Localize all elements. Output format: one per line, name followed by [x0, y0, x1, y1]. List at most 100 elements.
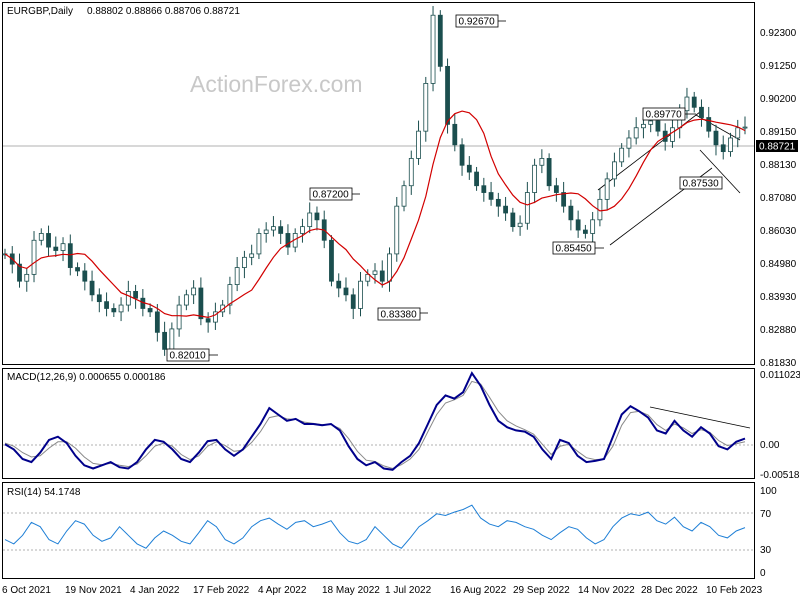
rsi-y-tick: 70 [760, 509, 772, 520]
annotation-label: 0.89770 [646, 110, 683, 121]
macd-signal-line [4, 380, 746, 470]
candle-body [706, 117, 712, 132]
candle-body [96, 294, 102, 303]
annotation-0.87200: 0.87200 [309, 187, 360, 201]
x-tick: 19 Nov 2021 [65, 585, 122, 596]
x-tick: 14 Nov 2022 [578, 585, 635, 596]
annotation-label: 0.87530 [683, 179, 720, 190]
price-y-tick: 0.86030 [760, 226, 797, 237]
candle-body [582, 229, 588, 234]
candle-body [474, 171, 479, 187]
price-panel-header-symbol: EURGBP,Daily [7, 6, 73, 17]
candle-body [205, 318, 211, 323]
candle-body [234, 267, 240, 285]
candle-body [481, 185, 487, 193]
candle-body [379, 270, 385, 282]
candle-body [75, 267, 80, 272]
annotation-0.85450: 0.85450 [552, 241, 604, 255]
candle-body [314, 212, 320, 221]
rsi-line [4, 504, 746, 549]
candle-body [648, 120, 654, 125]
rsi-panel-frame [2, 482, 755, 579]
candle-body [691, 96, 697, 108]
macd-y-tick: 0.00 [760, 440, 780, 451]
candle-body [17, 263, 22, 282]
candle-body [191, 287, 197, 296]
candle-body [670, 127, 675, 142]
candle-body [118, 304, 124, 313]
annotation-0.82010: 0.82010 [166, 348, 218, 362]
candle-body [532, 164, 538, 193]
x-tick: 10 Feb 2023 [706, 585, 763, 596]
candle-body [111, 308, 117, 313]
watermark: ActionForex.com [190, 71, 363, 97]
candle-body [82, 270, 88, 282]
candle-body [423, 83, 429, 132]
price-y-axis: 0.92300 0.91250 0.90200 0.89150 0.88130 … [760, 28, 797, 369]
macd-y-tick: -0.005182 [760, 470, 800, 481]
candle-body [263, 229, 269, 234]
candle-body [437, 14, 443, 67]
candle-body [162, 331, 168, 350]
candle-body [488, 192, 494, 200]
candle-body [154, 311, 160, 333]
candle-body [89, 280, 95, 296]
candle-body [38, 233, 44, 241]
annotation-0.87530: 0.87530 [679, 176, 723, 190]
candle-body [699, 106, 704, 118]
candle-body [176, 304, 182, 330]
candle-body [735, 127, 741, 139]
candle-body [24, 273, 30, 282]
x-tick: 28 Dec 2022 [641, 585, 698, 596]
candle-body [416, 130, 421, 159]
candle-body [728, 137, 733, 153]
rsi-y-tick: 100 [760, 486, 777, 497]
price-annotations: 0.92670 0.87200 0.82010 0.83380 0.85450 … [166, 14, 723, 362]
price-y-tick: 0.81830 [760, 358, 797, 369]
price-panel-frame [2, 2, 755, 365]
macd-panel-title: MACD(12,26,9) 0.000655 0.000186 [7, 372, 166, 383]
candle-body [626, 137, 632, 149]
candle-body [147, 308, 153, 313]
rsi-y-tick: 0 [760, 568, 766, 579]
annotation-label: 0.87200 [313, 190, 350, 201]
candle-body [300, 226, 305, 234]
candle-body [612, 161, 617, 180]
candle-body [358, 280, 363, 309]
candle-body [46, 233, 51, 248]
x-tick: 17 Feb 2022 [193, 585, 250, 596]
macd-trend-line [649, 406, 751, 429]
candle-body [372, 270, 378, 275]
candle-body [104, 301, 109, 309]
candle-body [604, 178, 610, 200]
price-y-tick: 0.89150 [760, 127, 797, 138]
candle-body [401, 185, 407, 207]
candle-body [387, 253, 392, 282]
candle-body [31, 239, 37, 275]
x-tick: 18 May 2022 [322, 585, 380, 596]
candle-body [466, 164, 472, 173]
candle-body [590, 219, 596, 234]
candle-body [242, 256, 247, 268]
current-price-label: 0.88721 [759, 142, 796, 153]
candle-body [365, 273, 371, 282]
candle-body [329, 239, 334, 282]
candle-body [278, 226, 284, 234]
price-candles [2, 6, 748, 360]
candle-body [633, 127, 639, 139]
candle-body [742, 126, 748, 129]
candle-body [256, 233, 262, 255]
annotation-high-0.92670: 0.92670 [455, 14, 506, 28]
candle-body [408, 158, 414, 187]
candle-body [510, 212, 516, 228]
annotation-label: 0.92670 [459, 17, 496, 28]
candle-body [307, 212, 313, 228]
candle-body [271, 226, 276, 231]
candle-body [343, 287, 349, 296]
x-tick: 1 Jul 2022 [385, 585, 432, 596]
x-tick: 4 Jan 2022 [130, 585, 180, 596]
candle-body [684, 96, 690, 112]
candle-body [67, 243, 73, 268]
candle-body [503, 205, 508, 214]
